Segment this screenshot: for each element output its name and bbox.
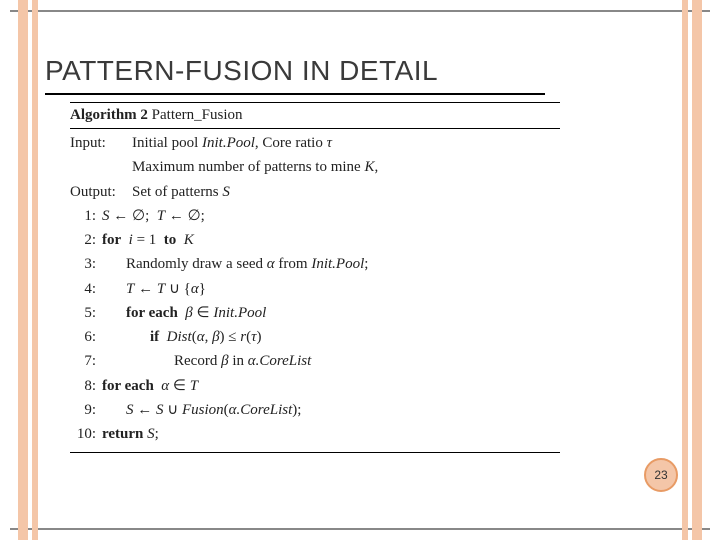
algorithm-header: Algorithm 2 Pattern_Fusion — [70, 105, 560, 126]
line-num: 6: — [70, 327, 96, 347]
alg-rule-mid — [70, 128, 560, 129]
algorithm-name: Pattern_Fusion — [152, 107, 243, 123]
algorithm-number: Algorithm 2 — [70, 107, 148, 123]
output-label: Output: — [70, 182, 126, 202]
input-label: Input: — [70, 133, 126, 153]
alg-line-9: 9: S ← S ∪ Fusion(α.CoreList); — [70, 398, 560, 422]
slide-title: PATTERN-FUSION IN DETAIL — [45, 55, 438, 87]
input-text-1: Initial pool Init.Pool, Core ratio τ — [132, 133, 560, 153]
stripe-left-inner — [32, 0, 38, 540]
alg-input-row-2: Maximum number of patterns to mine K, — [70, 155, 560, 179]
title-underline — [45, 93, 545, 95]
alg-input-row-1: Input: Initial pool Init.Pool, Core rati… — [70, 131, 560, 155]
line-num: 7: — [70, 351, 96, 371]
alg-line-2: 2: for i = 1 to K — [70, 228, 560, 252]
alg-line-5: 5: for each β ∈ Init.Pool — [70, 301, 560, 325]
alg-line-4: 4: T ← T ∪ {α} — [70, 277, 560, 301]
line-num: 5: — [70, 303, 96, 323]
line-num: 10: — [70, 424, 96, 444]
output-text: Set of patterns S — [132, 182, 560, 202]
alg-line-1: 1: S ← ∅; T ← ∅; — [70, 204, 560, 228]
stripe-left-outer — [18, 0, 28, 540]
page-number-badge: 23 — [644, 458, 678, 492]
alg-line-3: 3: Randomly draw a seed α from Init.Pool… — [70, 252, 560, 276]
alg-rule-bottom — [70, 452, 560, 453]
algorithm-box: Algorithm 2 Pattern_Fusion Input: Initia… — [70, 100, 560, 455]
line-num: 9: — [70, 400, 96, 420]
line-num: 3: — [70, 254, 96, 274]
line-num: 2: — [70, 230, 96, 250]
alg-rule-top — [70, 102, 560, 103]
frame-bottom-border — [10, 528, 710, 530]
line-num: 4: — [70, 279, 96, 299]
frame-top-border — [10, 10, 710, 12]
algorithm-body: Input: Initial pool Init.Pool, Core rati… — [70, 131, 560, 446]
alg-line-7: 7: Record β in α.CoreList — [70, 349, 560, 373]
page-number: 23 — [654, 468, 667, 482]
line-num: 8: — [70, 376, 96, 396]
line-num: 1: — [70, 206, 96, 226]
input-text-2: Maximum number of patterns to mine K, — [132, 157, 560, 177]
alg-output-row: Output: Set of patterns S — [70, 180, 560, 204]
stripe-right-outer — [692, 0, 702, 540]
stripe-right-inner — [682, 0, 688, 540]
alg-line-8: 8: for each α ∈ T — [70, 374, 560, 398]
alg-line-10: 10: return S; — [70, 422, 560, 446]
alg-line-6: 6: if Dist(α, β) ≤ r(τ) — [70, 325, 560, 349]
